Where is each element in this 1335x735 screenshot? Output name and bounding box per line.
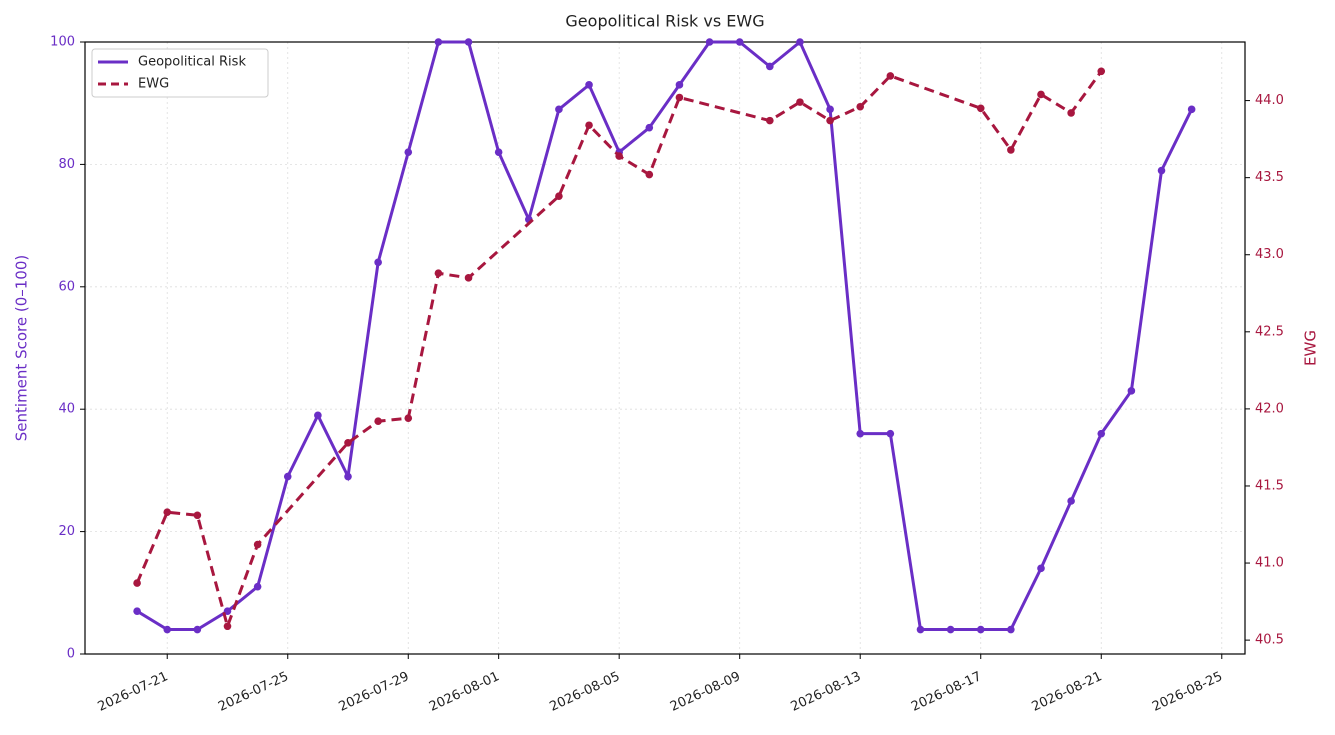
x-tick-label: 2026-08-17 [909,669,984,715]
data-point [1097,67,1106,76]
data-point [916,625,925,634]
data-point [585,81,593,89]
data-point [796,98,804,106]
data-point [555,192,563,200]
data-point [1127,387,1136,395]
x-tick-label: 2026-08-01 [427,669,502,715]
data-point [283,472,292,481]
x-tick-label: 2026-08-25 [1150,669,1225,715]
data-point [856,429,865,438]
data-point [1097,429,1106,438]
data-point [976,625,985,634]
data-point [344,439,352,447]
y2-tick-label: 42.0 [1255,401,1284,416]
legend-label: Geopolitical Risk [138,55,246,70]
y-tick-label: 80 [58,157,75,172]
data-point [434,38,443,46]
y-tick-label: 0 [67,647,75,662]
data-point [826,116,834,125]
data-point [946,625,955,634]
data-point [404,148,413,156]
data-point [1067,109,1075,117]
data-point [645,123,654,132]
data-point [735,38,744,46]
data-point [253,582,262,591]
y-tick-label: 60 [58,279,75,294]
x-tick-label: 2026-08-13 [789,669,864,715]
data-point [193,511,202,520]
data-point [886,429,895,438]
data-point [163,508,172,516]
x-tick-label: 2026-08-09 [668,669,743,715]
data-point [464,38,473,46]
data-point [1187,105,1196,114]
chart-title: Geopolitical Risk vs EWG [565,12,764,31]
x-tick-label: 2026-08-21 [1030,669,1105,715]
data-point [645,170,654,179]
data-point [1157,166,1166,175]
data-point [856,102,865,111]
y2-tick-label: 41.0 [1255,556,1284,571]
data-point [163,625,172,634]
y2-tick-label: 44.0 [1255,93,1284,108]
data-point [826,105,834,114]
y2-tick-label: 41.5 [1255,478,1284,493]
y-tick-label: 100 [50,35,75,50]
data-point [766,116,774,125]
legend-label: EWG [138,77,169,92]
y-tick-label: 40 [58,402,75,417]
plot-frame [84,41,1246,655]
data-point [1007,625,1015,634]
data-point [555,105,563,114]
data-point [374,258,382,267]
data-point [314,411,322,420]
data-point [886,72,895,80]
data-point [585,121,593,130]
data-point [404,414,413,422]
data-point [976,104,985,113]
data-point [494,148,503,156]
x-tick-label: 2026-07-21 [96,669,171,715]
data-point [675,93,684,102]
data-point [615,152,623,160]
data-point [1037,90,1045,99]
x-tick-label: 2026-07-25 [216,669,291,715]
y2-tick-label: 42.5 [1255,324,1284,339]
data-point [223,622,232,631]
x-tick-label: 2026-08-05 [548,669,623,715]
data-point [464,274,473,282]
data-point [1007,146,1015,154]
data-point [374,417,382,426]
y2-tick-label: 40.5 [1255,633,1284,648]
y2-tick-label: 43.5 [1255,170,1284,185]
data-point [193,625,202,634]
data-point [1067,497,1075,505]
data-point [705,38,714,46]
data-point [434,269,443,278]
data-point [766,62,774,71]
data-point [344,472,352,481]
legend-box [91,48,269,98]
data-point [796,38,804,46]
data-point [223,607,232,615]
y-tick-label: 20 [58,524,75,539]
data-point [133,607,141,615]
y-axis-label: Sentiment Score (0–100) [13,255,31,441]
x-tick-label: 2026-07-29 [337,669,412,715]
series-line [136,39,1193,632]
data-point [675,81,684,89]
data-point [133,579,141,587]
y2-axis-label: EWG [1302,330,1320,366]
data-point [253,540,262,549]
y2-tick-label: 43.0 [1255,247,1284,262]
data-point [1037,564,1045,573]
